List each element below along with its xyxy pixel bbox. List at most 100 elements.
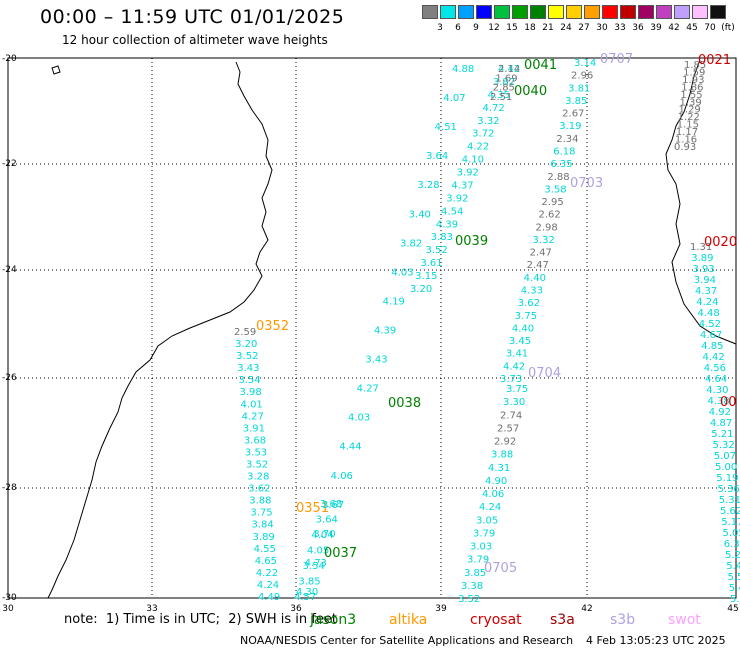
lon-tick-label: 39: [435, 604, 447, 614]
swh-value: 1.86: [681, 82, 703, 93]
satellite-swot: swot: [668, 612, 701, 628]
swh-value: 4.65: [255, 556, 277, 567]
legend-swatch: [440, 5, 456, 19]
swh-value: 5.62: [720, 506, 740, 517]
swh-value: 3.88: [249, 496, 271, 507]
swh-value: 5.17: [721, 517, 740, 528]
swh-value: 2.51: [490, 92, 512, 103]
swh-value: 2.14: [498, 64, 520, 75]
swh-value: 4.24: [696, 297, 718, 308]
pass-label: 0705: [484, 561, 517, 576]
legend-swatch: [674, 5, 690, 19]
legend-label: 12: [488, 23, 500, 33]
legend-unit: (ft): [721, 23, 735, 33]
legend-swatch: [458, 5, 474, 19]
swh-value: 1.17: [676, 127, 698, 138]
pass-label: 0040: [514, 84, 547, 99]
legend-label: 21: [542, 23, 554, 33]
legend-label: 45: [686, 23, 698, 33]
swh-value: 4.07: [443, 93, 465, 104]
lat-tick-label: -22: [2, 159, 17, 169]
swh-value: 3.28: [247, 472, 269, 483]
swh-value: 4.67: [700, 330, 722, 341]
swh-value: 4.06: [482, 489, 504, 500]
swh-value: 4.40: [524, 273, 546, 284]
coastline-madagascar: [665, 59, 737, 345]
swh-value: 4.85: [701, 341, 723, 352]
swh-value: 4.35: [488, 90, 510, 101]
lon-tick-label: 42: [581, 604, 592, 614]
lat-tick-label: -24: [2, 265, 17, 275]
swh-value: 4.37: [695, 286, 717, 297]
swh-value: 1.55: [680, 90, 702, 101]
pass-label: 0037: [324, 546, 357, 561]
swh-value: 2.88: [547, 172, 569, 183]
swh-value: 2.85: [493, 83, 515, 94]
pass-label: 0039: [455, 234, 488, 249]
swh-value: 4.73: [305, 558, 327, 569]
swh-value: 2.74: [500, 410, 522, 421]
swh-value: 3.75: [515, 311, 537, 322]
legend-swatch: [710, 5, 726, 19]
swh-value: 3.68: [320, 499, 342, 510]
swh-value: 4.30: [706, 385, 728, 396]
swh-value: 3.91: [243, 423, 265, 434]
pass-label: 0021: [698, 53, 731, 68]
swh-value: 5.32: [713, 440, 735, 451]
legend-swatch: [494, 5, 510, 19]
swh-value: 3.61: [420, 258, 442, 269]
legend-swatch: [548, 5, 564, 19]
swh-value: 2.67: [562, 109, 584, 120]
swh-value: 3.79: [473, 528, 495, 539]
swh-value: 4.30: [296, 587, 318, 598]
swh-value: 1.31: [690, 242, 712, 253]
legend-label: 6: [455, 23, 461, 33]
pass-label: 00: [720, 395, 737, 410]
lon-tick-label: 36: [290, 604, 302, 614]
swh-value: 3.72: [472, 129, 494, 140]
swh-value: 4.51: [435, 122, 457, 133]
swh-value: 4.05: [307, 546, 329, 557]
swh-value: 3.52: [246, 460, 268, 471]
swh-value: 3.41: [506, 349, 528, 360]
footer-note: note: 1) Time is in UTC; 2) SWH is in fe…: [64, 612, 337, 627]
swh-value: 4.39: [374, 326, 396, 337]
swh-value: 4.31: [488, 463, 510, 474]
swh-value: 2.95: [541, 197, 563, 208]
swh-value: 3.54: [238, 375, 260, 386]
swh-value: 0.93: [674, 142, 696, 153]
swh-value: 3.45: [509, 336, 531, 347]
swh-value: 3.73: [500, 374, 522, 385]
swh-value: 3.40: [409, 209, 431, 220]
coastline-africa: [47, 61, 273, 599]
swh-value: 4.04: [311, 530, 333, 541]
swh-value: 3.30: [503, 397, 525, 408]
pass-label: 0020: [704, 235, 737, 250]
swh-value: 3.75: [250, 508, 272, 519]
swh-value: 4.56: [704, 363, 726, 374]
swh-value: 4.44: [339, 442, 361, 453]
satellite-altika: altika: [389, 612, 428, 628]
satellite-cryosat: cryosat: [470, 612, 522, 628]
swh-value: 4.49: [258, 592, 280, 603]
swh-value: 3.85: [565, 96, 587, 107]
swh-value: 3.82: [493, 77, 515, 88]
swh-value: 5.86: [730, 594, 740, 605]
swh-value: 3.15: [415, 271, 437, 282]
swh-value: 4.38: [708, 396, 730, 407]
pass-label: 0352: [256, 319, 289, 334]
swh-value: 4.01: [241, 399, 263, 410]
legend-label: 18: [524, 23, 536, 33]
legend-swatch: [476, 5, 492, 19]
swh-value: 3.52: [458, 594, 480, 605]
swh-value: 3.70: [313, 529, 335, 540]
pass-label: 0704: [528, 366, 561, 381]
swh-value: 4.27: [242, 411, 264, 422]
swh-value: 4.92: [709, 407, 731, 418]
page-title: 00:00 – 11:59 UTC 01/01/2025: [40, 6, 345, 28]
legend-swatch: [566, 5, 582, 19]
lat-tick-label: -26: [2, 373, 17, 383]
swh-value: 4.57: [294, 592, 316, 603]
satellite-s3a: s3a: [550, 612, 575, 628]
pass-label: 0703: [570, 176, 603, 191]
